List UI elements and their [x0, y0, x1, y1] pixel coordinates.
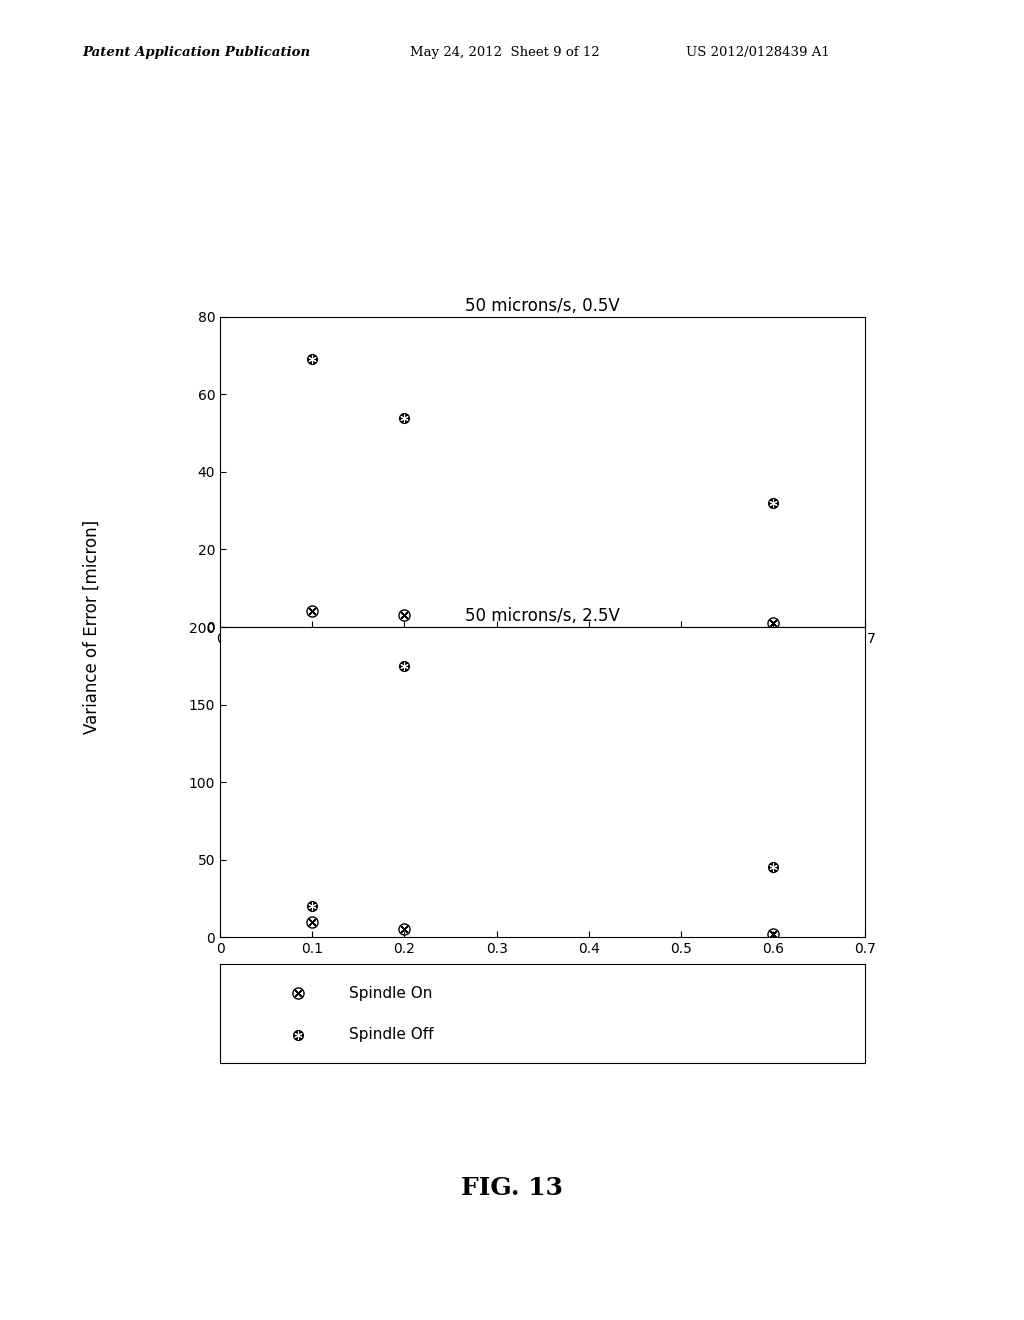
- Text: May 24, 2012  Sheet 9 of 12: May 24, 2012 Sheet 9 of 12: [410, 46, 599, 59]
- Title: 50 microns/s, 0.5V: 50 microns/s, 0.5V: [465, 297, 621, 315]
- Text: Variance of Error [micron]: Variance of Error [micron]: [83, 520, 101, 734]
- Text: Spindle On: Spindle On: [349, 986, 432, 1001]
- Title: 50 microns/s, 2.5V: 50 microns/s, 2.5V: [465, 607, 621, 626]
- X-axis label: Tool Size [mm]: Tool Size [mm]: [476, 965, 609, 982]
- Text: US 2012/0128439 A1: US 2012/0128439 A1: [686, 46, 829, 59]
- Text: Spindle Off: Spindle Off: [349, 1027, 434, 1043]
- Text: Patent Application Publication: Patent Application Publication: [82, 46, 310, 59]
- Text: FIG. 13: FIG. 13: [461, 1176, 563, 1200]
